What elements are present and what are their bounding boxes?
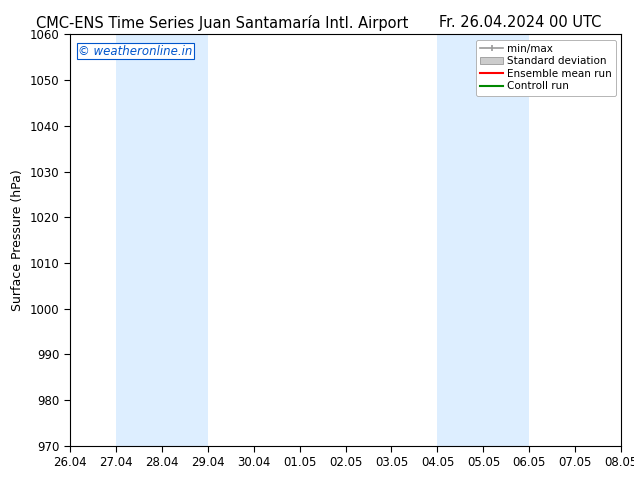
Bar bbox=[437, 34, 529, 446]
Legend: min/max, Standard deviation, Ensemble mean run, Controll run: min/max, Standard deviation, Ensemble me… bbox=[476, 40, 616, 96]
Title: CMC-ENS Time Series Juan Santamaría Intl. Airport      Fr. 26.04.2024 00 UTC: CMC-ENS Time Series Juan Santamaría Intl… bbox=[0, 489, 1, 490]
Y-axis label: Surface Pressure (hPa): Surface Pressure (hPa) bbox=[11, 169, 24, 311]
Text: Fr. 26.04.2024 00 UTC: Fr. 26.04.2024 00 UTC bbox=[439, 15, 601, 30]
Text: © weatheronline.in: © weatheronline.in bbox=[78, 45, 192, 58]
Text: CMC-ENS Time Series Juan Santamaría Intl. Airport: CMC-ENS Time Series Juan Santamaría Intl… bbox=[36, 15, 408, 31]
Bar bbox=[115, 34, 207, 446]
